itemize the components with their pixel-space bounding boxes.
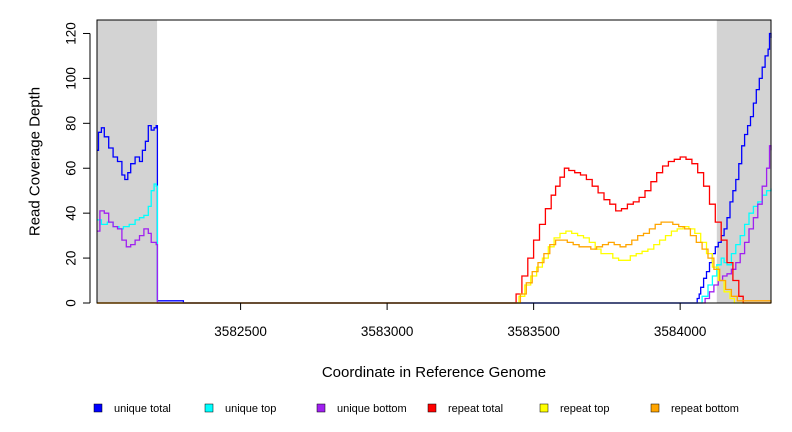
legend-item: unique bottom [316, 403, 407, 415]
legend-label: repeat total [448, 403, 503, 415]
y-tick-label: 40 [64, 206, 79, 221]
legend-label: repeat top [560, 403, 610, 415]
y-tick-label: 20 [64, 251, 79, 266]
y-tick-label: 0 [64, 299, 79, 307]
y-tick-label: 100 [64, 67, 79, 90]
x-axis-title: Coordinate in Reference Genome [322, 364, 546, 381]
x-axis: 3582500 3583000 3583500 3584000 [214, 303, 706, 339]
legend-swatch [650, 403, 660, 413]
legend-label: unique total [114, 403, 171, 415]
legend-label: repeat bottom [671, 403, 739, 415]
legend-label: unique bottom [337, 403, 407, 415]
legend-item: repeat bottom [650, 403, 739, 415]
legend-swatch [539, 403, 549, 413]
y-tick-label: 80 [64, 116, 79, 131]
legend: unique total unique top unique bottom repea… [93, 403, 739, 415]
y-tick-label: 60 [64, 161, 79, 176]
series-line-unique-total [97, 32, 772, 304]
legend-swatch [93, 403, 103, 413]
series-line-repeat-top [97, 225, 771, 304]
legend-swatch [427, 403, 437, 413]
legend-item: repeat top [539, 403, 610, 415]
series-line-unique-top [97, 183, 772, 304]
series-lines [97, 32, 772, 304]
x-tick-label: 3583500 [507, 324, 560, 339]
y-axis-title: Read Coverage Depth [26, 87, 43, 236]
legend-swatch [316, 403, 326, 413]
plot-frame [96, 19, 772, 304]
x-tick-label: 3584000 [654, 324, 707, 339]
y-tick-label: 120 [64, 22, 79, 45]
legend-item: unique total [93, 403, 171, 415]
series-line-unique-bottom [97, 145, 772, 304]
legend-swatch [204, 403, 214, 413]
shaded-region [97, 20, 158, 303]
series-line-repeat-total [97, 156, 771, 304]
x-tick-label: 3582500 [214, 324, 267, 339]
legend-label: unique top [225, 403, 276, 415]
series-line-repeat-bottom [97, 221, 772, 304]
x-tick-label: 3583000 [361, 324, 414, 339]
legend-item: repeat total [427, 403, 503, 415]
shaded-region [716, 20, 771, 303]
legend-item: unique top [204, 403, 276, 415]
y-axis: 0 20 40 60 80 100 120 [64, 22, 91, 307]
